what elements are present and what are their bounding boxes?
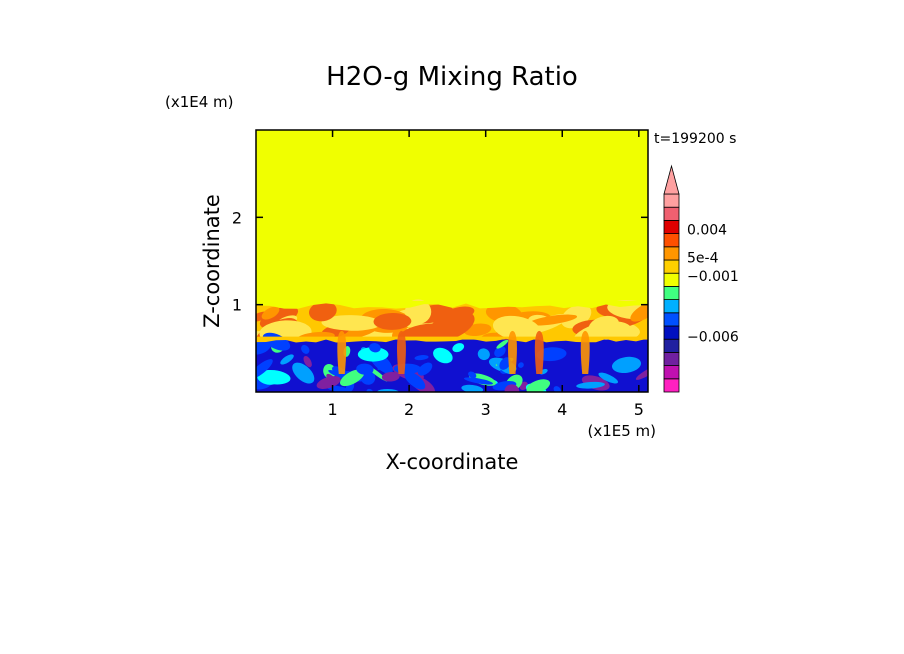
dry-blob [303,356,312,368]
moist-blob [261,306,280,320]
colorbar-swatch [663,351,680,366]
plume [580,330,590,374]
dry-blob [433,347,453,364]
dry-blob [357,347,389,362]
colorbar-swatch [663,312,680,327]
dry-blob [494,346,506,358]
plume [397,330,406,374]
colorbar-tick-label: −0.006 [687,330,739,346]
plume [337,330,347,374]
moist-blob [492,315,541,341]
moist-blob [528,314,578,326]
colorbar-swatch [663,272,680,287]
layer-boundary [256,336,648,343]
x-axis-label: X-coordinate [386,450,519,474]
dry-blob [256,359,273,379]
colorbar-swatch [663,338,680,353]
dry-blob [463,377,494,385]
dry-blob [468,371,477,379]
colorbar-swatch [663,378,680,393]
x-axis-ticks: 1 2 3 4 5 [327,130,644,419]
colorbar [663,164,680,393]
colorbar-tick-label: 0.004 [687,223,727,239]
y-scale-label: (x1E4 m) [165,93,234,111]
dry-blob [316,376,341,389]
x-tick-label: 4 [557,400,567,419]
colorbar-swatch [663,246,680,261]
chart-title: H2O-g Mixing Ratio [326,62,578,92]
dry-blob [598,372,618,384]
dry-blob [381,371,400,382]
dry-blob [504,384,520,392]
dry-blob [257,369,291,385]
moist-blob [308,301,337,322]
moist-blob [259,306,299,329]
colorbar-swatch [663,365,680,380]
y-axis-label: Z-coordinate [200,194,224,328]
colorbar-labels: 0.004 5e-4 −0.001 −0.006 [687,223,739,346]
y-tick-label: 1 [232,296,242,315]
dry-blob [477,348,490,361]
x-tick-label: 1 [327,400,337,419]
moist-blob [630,300,648,322]
moist-blob [373,312,412,330]
colorbar-swatch [663,259,680,274]
dry-boundary-layer [256,330,648,392]
dry-blob [576,381,605,389]
time-label: t=199200 s [654,131,736,147]
y-axis-ticks: 12 [232,208,648,315]
y-tick-label: 2 [232,208,242,227]
dry-blob [461,384,484,392]
dry-blob [526,379,551,392]
plume [534,330,544,374]
colorbar-swatch [663,233,680,248]
dry-blob [292,362,315,384]
dry-blob [517,362,524,368]
colorbar-swatch [663,219,680,234]
moist-blob [588,315,620,337]
moist-top-edge [256,300,648,309]
dry-blob [611,356,642,374]
dry-blob [256,340,271,355]
x-tick-label: 3 [481,400,491,419]
colorbar-swatch [663,299,680,314]
dry-blob [499,357,511,370]
dry-blob [369,343,381,353]
dry-blob [414,355,429,361]
colorbar-swatch [663,285,680,300]
moist-blob [321,315,382,331]
dry-blob [356,363,374,375]
colorbar-swatch [663,193,680,208]
dry-blob [301,344,310,354]
dry-blob [417,362,433,376]
dry-blob [280,354,294,365]
colorbar-swatch [663,325,680,340]
plot-frame [255,129,649,393]
plume [508,330,517,374]
dry-blob [404,371,426,390]
colorbar-swatch [663,206,680,221]
x-tick-label: 2 [404,400,414,419]
dry-blob [452,343,465,353]
x-scale-label: (x1E5 m) [587,422,656,440]
colorbar-tick-label: −0.001 [687,269,739,285]
x-tick-label: 5 [634,400,644,419]
dry-blob [340,369,365,387]
colorbar-tick-label: 5e-4 [687,250,719,266]
plot-area [256,130,648,392]
colorbar-extend-arrow [663,164,680,195]
dry-blob [536,347,567,362]
dry-blob [496,339,509,349]
